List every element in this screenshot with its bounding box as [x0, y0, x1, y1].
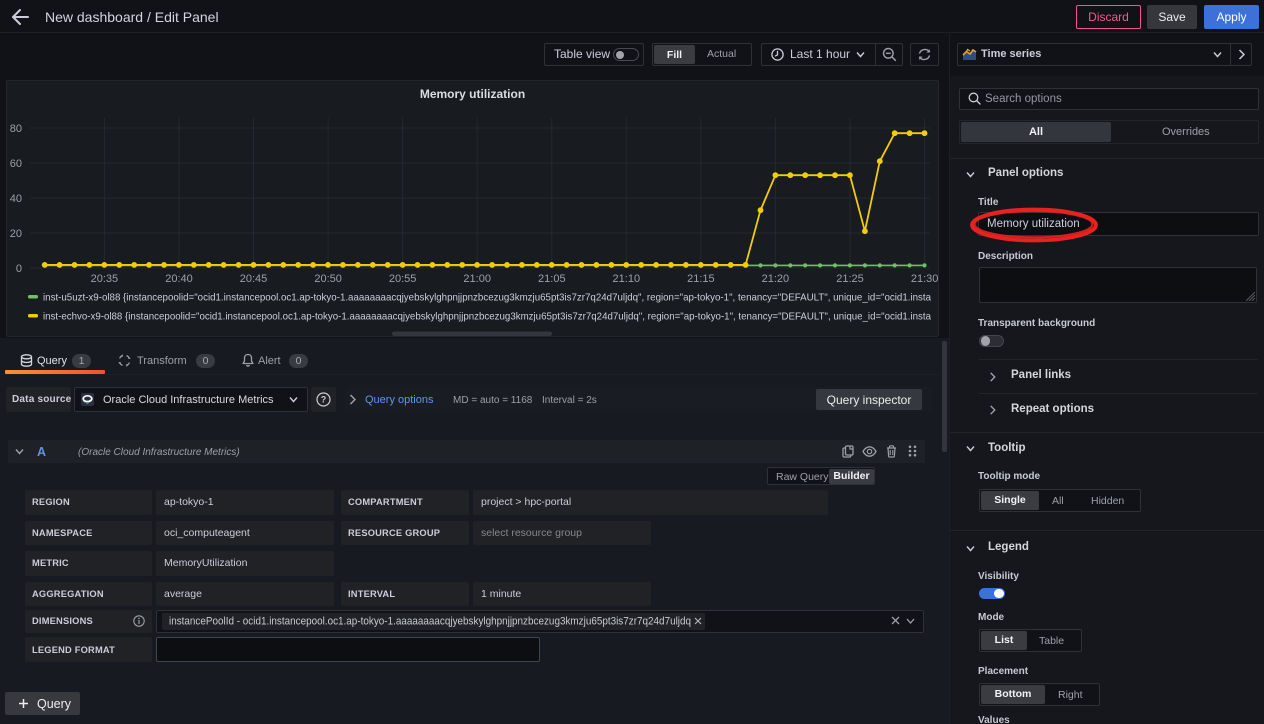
svg-text:20: 20 [10, 228, 22, 240]
svg-text:20:45: 20:45 [240, 273, 268, 285]
svg-text:21:30: 21:30 [911, 273, 939, 285]
svg-text:20:35: 20:35 [91, 273, 119, 285]
svg-text:21:00: 21:00 [463, 273, 491, 285]
svg-text:?: ? [321, 395, 327, 405]
svg-text:60: 60 [10, 158, 22, 170]
svg-text:21:10: 21:10 [613, 273, 641, 285]
svg-text:20:55: 20:55 [389, 273, 417, 285]
svg-text:inst-echvo-x9-ol88 {instancepo: inst-echvo-x9-ol88 {instancepoolid="ocid… [43, 311, 931, 323]
svg-text:20:50: 20:50 [314, 273, 342, 285]
svg-text:0: 0 [16, 263, 22, 275]
svg-text:21:05: 21:05 [538, 273, 566, 285]
svg-text:20:40: 20:40 [165, 273, 193, 285]
svg-text:inst-u5uzt-x9-ol88 {instancepo: inst-u5uzt-x9-ol88 {instancepoolid="ocid… [43, 292, 931, 304]
svg-text:21:25: 21:25 [836, 273, 864, 285]
svg-text:80: 80 [10, 123, 22, 135]
svg-text:instancePoolId - ocid1.instanc: instancePoolId - ocid1.instancepool.oc1.… [169, 616, 691, 628]
svg-text:21:15: 21:15 [687, 273, 715, 285]
svg-text:21:20: 21:20 [762, 273, 790, 285]
svg-text:40: 40 [10, 193, 22, 205]
